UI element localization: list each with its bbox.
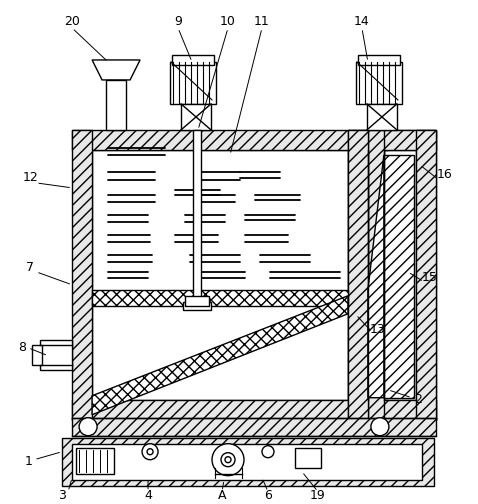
Circle shape xyxy=(79,418,97,435)
Text: 19: 19 xyxy=(310,489,326,502)
Text: 1: 1 xyxy=(24,455,32,468)
Bar xyxy=(92,290,348,306)
Polygon shape xyxy=(368,155,384,398)
Text: 16: 16 xyxy=(437,168,453,181)
Bar xyxy=(295,448,321,468)
Bar xyxy=(62,437,434,486)
Circle shape xyxy=(225,457,231,463)
Circle shape xyxy=(212,444,244,476)
Bar xyxy=(185,296,209,306)
Bar xyxy=(348,130,368,420)
Bar xyxy=(368,130,436,150)
Bar xyxy=(368,130,384,420)
Bar xyxy=(72,444,422,480)
Text: 8: 8 xyxy=(18,341,26,354)
Text: 12: 12 xyxy=(22,171,38,184)
Bar xyxy=(32,345,42,365)
Bar xyxy=(368,130,436,420)
Bar xyxy=(172,55,214,65)
Text: 6: 6 xyxy=(264,489,272,502)
Bar xyxy=(72,130,388,150)
Bar xyxy=(72,400,388,420)
Circle shape xyxy=(221,453,235,467)
Bar xyxy=(367,104,397,130)
Text: A: A xyxy=(218,489,226,502)
Polygon shape xyxy=(92,60,140,80)
Text: 20: 20 xyxy=(64,16,80,29)
Text: 14: 14 xyxy=(354,16,370,29)
Bar xyxy=(40,340,72,370)
Polygon shape xyxy=(384,155,414,398)
Text: 2: 2 xyxy=(414,393,422,406)
Bar xyxy=(416,130,436,420)
Bar xyxy=(106,80,126,130)
Polygon shape xyxy=(384,150,416,400)
Bar xyxy=(181,104,211,130)
Text: 7: 7 xyxy=(26,261,34,274)
Bar xyxy=(348,130,368,420)
Bar xyxy=(92,150,348,400)
Polygon shape xyxy=(92,296,348,415)
Bar xyxy=(72,130,92,420)
Circle shape xyxy=(371,418,389,435)
Text: 10: 10 xyxy=(220,16,236,29)
Bar xyxy=(170,62,216,104)
Text: 11: 11 xyxy=(254,16,270,29)
Bar xyxy=(183,302,211,310)
Circle shape xyxy=(147,449,153,455)
Bar xyxy=(72,418,436,435)
Bar xyxy=(368,400,436,420)
Bar xyxy=(193,130,201,305)
Text: 15: 15 xyxy=(422,271,438,284)
Text: 13: 13 xyxy=(370,323,386,336)
Text: 3: 3 xyxy=(58,489,66,502)
Bar xyxy=(358,55,400,65)
Text: 9: 9 xyxy=(174,16,182,29)
Circle shape xyxy=(142,444,158,460)
Circle shape xyxy=(262,446,274,458)
Bar xyxy=(76,448,114,474)
Text: 4: 4 xyxy=(144,489,152,502)
Bar xyxy=(356,62,402,104)
